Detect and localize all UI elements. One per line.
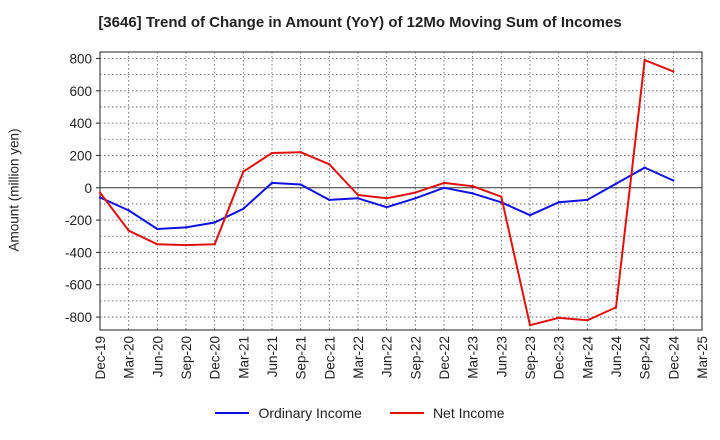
legend-item-ordinary-income: Ordinary Income [215,405,362,421]
data-point-net-income [127,229,130,232]
data-point-ordinary-income [586,198,589,202]
data-point-ordinary-income [270,181,274,185]
data-point-net-income [672,70,675,73]
x-tick-label: Jun-22 [380,336,395,377]
y-tick-label: 0 [84,181,92,196]
data-point-ordinary-income [184,226,188,229]
x-tick-label: Dec-24 [666,336,681,380]
y-tick-label: -600 [65,278,92,293]
x-tick-label: Mar-20 [122,336,137,379]
x-tick-label: Sep-21 [294,336,309,380]
data-point-ordinary-income [98,196,102,199]
data-point-net-income [586,319,589,322]
data-point-net-income [414,191,417,194]
data-point-net-income [614,306,618,309]
legend: Ordinary Income Net Income [0,405,720,421]
data-point-net-income [500,195,503,198]
data-point-ordinary-income [557,201,560,204]
chart-title: [3646] Trend of Change in Amount (YoY) o… [98,14,622,31]
data-point-ordinary-income [414,197,417,200]
data-point-ordinary-income [299,183,302,186]
data-point-net-income [356,193,360,197]
x-tick-label: Mar-23 [466,336,481,379]
data-point-ordinary-income [328,198,331,202]
data-point-net-income [270,151,274,155]
data-point-net-income [242,170,245,173]
data-point-ordinary-income [242,207,245,210]
x-tick-label: Dec-23 [552,336,567,380]
x-tick-label: Jun-24 [609,336,624,378]
x-tick-label: Jun-21 [265,336,280,377]
legend-swatch-ordinary-income [215,412,250,414]
y-tick-label: -200 [65,213,92,228]
data-point-ordinary-income [156,227,159,231]
data-point-ordinary-income [643,166,646,169]
data-point-net-income [528,323,532,327]
data-point-ordinary-income [471,192,474,195]
data-point-net-income [557,316,560,320]
x-tick-label: Sep-24 [638,336,653,380]
x-tick-label: Mar-25 [695,336,710,379]
data-point-net-income [643,58,646,62]
data-point-net-income [385,197,388,200]
data-point-net-income [184,243,188,247]
x-tick-label: Mar-21 [236,336,251,379]
data-point-net-income [98,191,102,194]
x-tick-label: Dec-22 [437,336,452,380]
y-tick-label: 400 [69,116,92,131]
data-point-ordinary-income [528,214,532,217]
x-tick-label: Sep-23 [523,336,538,380]
y-tick-label: 600 [69,84,92,99]
legend-swatch-net-income [389,412,424,414]
x-tick-label: Dec-21 [322,336,337,380]
data-point-ordinary-income [213,221,216,224]
x-tick-label: Jun-23 [494,336,509,377]
y-tick-label: -400 [65,245,92,260]
x-tick-label: Dec-20 [208,336,223,380]
plot-area [99,51,703,331]
y-tick-label: 200 [69,148,92,163]
legend-label-ordinary-income: Ordinary Income [258,405,362,421]
x-tick-label: Mar-24 [580,336,595,379]
x-tick-label: Mar-22 [351,336,366,379]
y-tick-label: 800 [69,51,92,66]
y-tick-label: -800 [65,310,92,325]
legend-item-net-income: Net Income [389,405,505,421]
data-point-net-income [299,151,302,154]
line-chart: Dec-19 Mar-20 Jun-20 Sep-20 Dec-20 Mar-21 Jun-… [65,51,710,380]
data-point-net-income [156,243,159,246]
legend-label-net-income: Net Income [432,405,505,421]
data-point-ordinary-income [356,197,360,200]
data-point-ordinary-income [442,186,446,189]
x-tick-label: Sep-20 [179,336,194,380]
data-point-ordinary-income [672,179,675,182]
x-tick-label: Sep-22 [408,336,423,380]
data-point-ordinary-income [127,209,130,212]
x-tick-label: Dec-19 [93,336,108,380]
data-point-ordinary-income [614,182,618,185]
data-point-net-income [328,163,331,166]
data-point-net-income [471,184,474,188]
data-point-ordinary-income [385,205,388,209]
data-point-net-income [442,181,446,185]
x-tick-label: Jun-20 [150,336,165,377]
data-point-net-income [213,243,216,246]
